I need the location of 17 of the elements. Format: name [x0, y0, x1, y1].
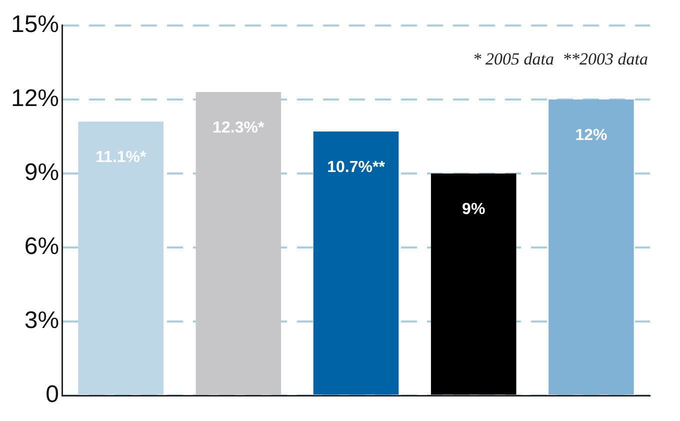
- bar: [430, 173, 516, 395]
- data-label: 11.1%*: [95, 149, 147, 166]
- y-tick-label: 9%: [24, 159, 60, 186]
- data-label: 9%: [462, 200, 486, 218]
- annotation: * 2005 data **2003 data: [472, 49, 648, 68]
- y-tick-label: 15%: [10, 11, 60, 38]
- y-tick-label: 12%: [10, 85, 60, 112]
- bar: [548, 99, 634, 395]
- bar: [196, 92, 282, 395]
- bar: [313, 132, 399, 395]
- data-label: 12%: [575, 126, 608, 144]
- y-tick-label: 6%: [24, 233, 60, 260]
- data-label: 12.3%*: [212, 119, 265, 136]
- y-tick-label: 0: [46, 381, 60, 408]
- data-label: 10.7%**: [327, 158, 386, 176]
- y-tick-label: 3%: [24, 307, 60, 334]
- bar: [78, 122, 164, 395]
